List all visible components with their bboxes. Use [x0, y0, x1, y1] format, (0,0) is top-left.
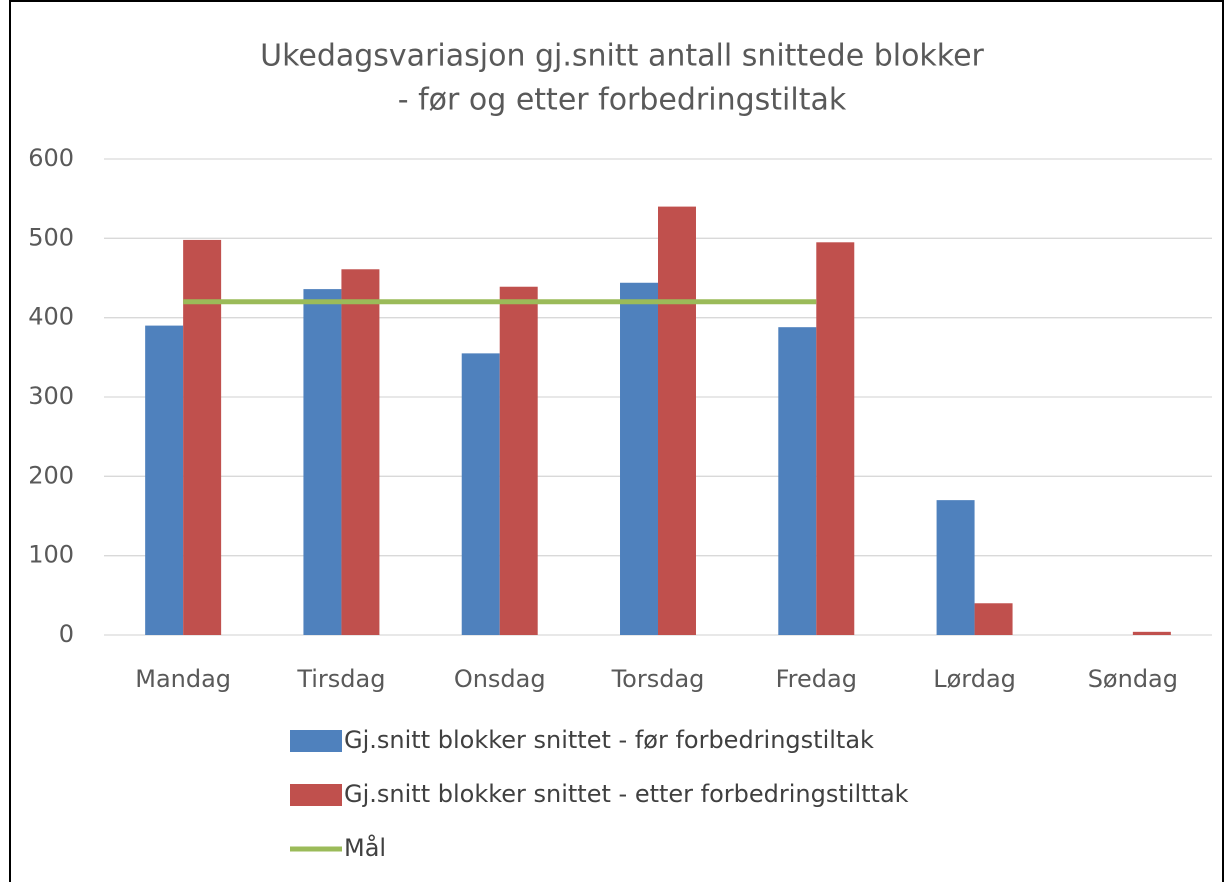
- y-tick-label: 400: [28, 303, 74, 331]
- x-tick-label: Fredag: [776, 665, 857, 693]
- bar: [341, 269, 380, 635]
- bar: [936, 500, 975, 635]
- x-tick-label: Søndag: [1088, 665, 1178, 693]
- legend-swatch: [290, 784, 342, 806]
- legend-label: Gj.snitt blokker snittet - før forbedrin…: [344, 726, 874, 754]
- legend-swatch: [290, 730, 342, 752]
- y-tick-label: 500: [28, 223, 74, 251]
- bar: [183, 239, 222, 636]
- x-tick-label: Tirsdag: [296, 665, 385, 693]
- legend-label: Mål: [344, 833, 386, 862]
- y-tick-label: 600: [28, 144, 74, 172]
- bar: [499, 286, 538, 635]
- chart-subtitle: - før og etter forbedringstiltak: [398, 83, 847, 118]
- y-tick-label: 200: [28, 461, 74, 489]
- bar: [461, 353, 500, 635]
- chart-title: Ukedagsvariasjon gj.snitt antall snitted…: [260, 39, 984, 74]
- y-tick-label: 300: [28, 382, 74, 410]
- y-tick-label: 0: [59, 620, 74, 648]
- bar: [620, 282, 658, 635]
- bar: [778, 327, 817, 635]
- bar: [303, 289, 342, 635]
- y-tick-label: 100: [28, 541, 74, 569]
- bar: [658, 206, 696, 635]
- bar: [816, 242, 855, 636]
- bar: [974, 603, 1013, 635]
- bar: [1132, 631, 1171, 635]
- x-tick-label: Lørdag: [933, 665, 1016, 693]
- x-tick-label: Mandag: [135, 665, 231, 693]
- legend-label: Gj.snitt blokker snittet - etter forbedr…: [344, 780, 909, 808]
- x-tick-label: Torsdag: [611, 665, 705, 693]
- x-tick-label: Onsdag: [454, 665, 546, 693]
- bar: [145, 325, 184, 635]
